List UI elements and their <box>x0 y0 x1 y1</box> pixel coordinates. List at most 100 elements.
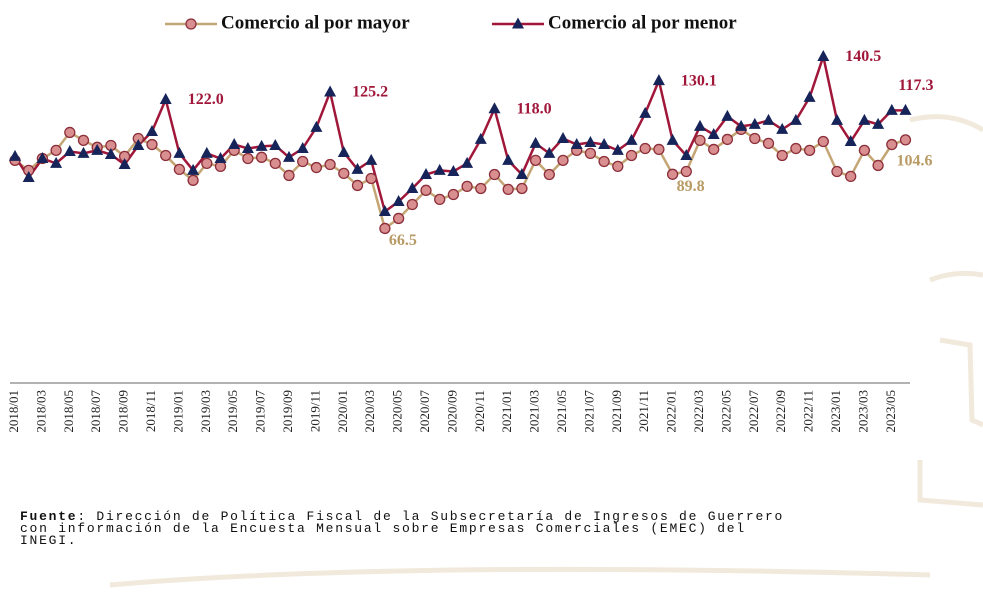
x-tick-label: 2020/11 <box>472 390 487 432</box>
marker <box>187 174 199 186</box>
marker <box>612 160 624 173</box>
marker <box>488 102 501 114</box>
marker <box>159 92 172 104</box>
x-tick-label: 2019/11 <box>307 390 322 432</box>
marker <box>652 74 665 86</box>
marker <box>77 134 90 147</box>
marker <box>817 49 830 61</box>
x-tick-label: 2022/03 <box>691 390 706 433</box>
marker <box>255 139 268 151</box>
marker <box>351 179 364 192</box>
marker <box>776 149 788 162</box>
x-tick-label: 2018/05 <box>61 390 76 433</box>
marker <box>420 184 432 196</box>
marker <box>625 133 638 145</box>
marker <box>831 165 843 178</box>
marker <box>831 113 843 125</box>
source-label: Fuente <box>20 509 78 524</box>
marker <box>77 146 90 158</box>
x-tick-label: 2018/03 <box>33 390 48 433</box>
marker <box>406 198 418 211</box>
marker <box>63 145 76 157</box>
marker <box>447 188 460 201</box>
x-tick-label: 2018/07 <box>88 390 103 433</box>
marker <box>200 146 213 158</box>
x-tick-label: 2018/09 <box>116 390 131 433</box>
marker <box>789 113 802 125</box>
x-tick-label: 2019/09 <box>280 390 295 433</box>
marker <box>447 165 460 177</box>
watermark <box>109 114 983 588</box>
marker <box>351 162 364 174</box>
x-tick-label: 2021/09 <box>609 390 624 433</box>
marker <box>858 113 871 125</box>
x-tick-label: 2018/11 <box>143 390 158 432</box>
marker <box>392 194 405 206</box>
x-tick-label: 2020/07 <box>417 390 432 433</box>
data-label: 118.0 <box>517 100 552 117</box>
source-text: : Dirección de Política Fiscal de la Sub… <box>20 509 785 548</box>
marker <box>625 149 638 162</box>
marker <box>22 171 35 183</box>
marker <box>680 148 693 160</box>
marker <box>666 133 679 145</box>
marker <box>885 103 898 115</box>
x-tick-label: 2021/03 <box>527 390 542 433</box>
x-tick-label: 2020/03 <box>362 390 377 433</box>
marker <box>255 151 268 163</box>
marker <box>708 143 720 156</box>
x-tick-label: 2022/01 <box>664 390 679 433</box>
marker <box>461 156 474 168</box>
legend-marker <box>185 18 197 30</box>
marker <box>749 132 761 145</box>
x-tick-label: 2023/03 <box>855 390 870 433</box>
x-tick-label: 2022/05 <box>718 390 733 433</box>
marker <box>598 138 611 150</box>
data-label: 117.3 <box>898 77 933 94</box>
legend-label: Comercio al por menor <box>548 12 737 33</box>
marker <box>146 138 158 151</box>
marker <box>36 151 49 163</box>
legend-marker <box>512 17 524 29</box>
marker <box>9 149 21 161</box>
marker <box>803 144 816 157</box>
x-tick-label: 2019/03 <box>198 390 213 433</box>
x-tick-label: 2020/05 <box>390 390 405 433</box>
marker <box>886 138 898 151</box>
marker <box>379 222 391 235</box>
marker <box>269 157 281 170</box>
marker <box>735 119 748 131</box>
data-label: 122.0 <box>188 91 224 108</box>
marker <box>557 154 569 166</box>
marker <box>365 153 378 165</box>
x-tick-label: 2023/01 <box>828 390 843 433</box>
marker <box>502 153 515 165</box>
marker <box>310 161 323 174</box>
x-tick-label: 2020/09 <box>444 390 459 433</box>
data-label: 125.2 <box>352 84 388 101</box>
marker <box>611 143 624 155</box>
marker <box>324 158 336 171</box>
marker <box>872 117 885 129</box>
x-tick-label: 2022/09 <box>773 390 788 433</box>
marker <box>502 183 514 196</box>
marker <box>680 165 692 178</box>
marker <box>132 138 145 150</box>
x-tick-label: 2021/11 <box>636 390 651 432</box>
marker <box>118 158 131 170</box>
marker <box>845 170 857 183</box>
marker <box>584 147 597 160</box>
marker <box>694 134 706 147</box>
marker <box>201 157 213 170</box>
marker <box>433 163 446 175</box>
marker <box>338 167 350 180</box>
marker <box>748 117 761 129</box>
marker <box>803 90 816 102</box>
marker <box>639 142 651 155</box>
marker <box>515 168 528 180</box>
marker <box>475 182 487 195</box>
marker <box>242 152 254 165</box>
marker <box>187 163 200 175</box>
marker <box>872 159 884 172</box>
